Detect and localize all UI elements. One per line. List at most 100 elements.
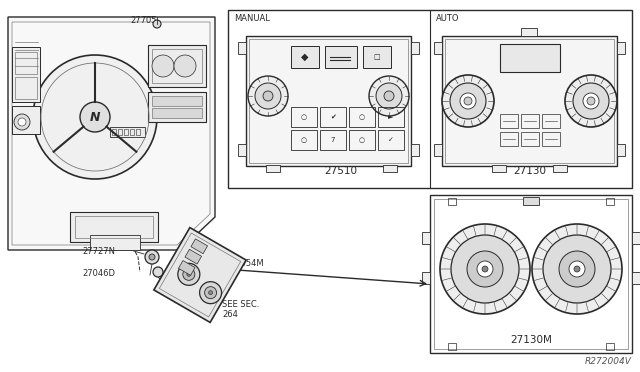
- Bar: [110, 127, 145, 137]
- Text: ►: ►: [388, 114, 394, 120]
- Circle shape: [587, 97, 595, 105]
- Bar: [383, 165, 397, 172]
- Text: AUTO: AUTO: [436, 14, 460, 23]
- Bar: [632, 232, 640, 244]
- Bar: [238, 144, 246, 156]
- Circle shape: [467, 251, 503, 287]
- Bar: [124, 129, 128, 135]
- Circle shape: [451, 235, 519, 303]
- Bar: [434, 199, 628, 349]
- Bar: [112, 129, 116, 135]
- Bar: [75, 216, 153, 238]
- Bar: [521, 132, 539, 146]
- Circle shape: [33, 55, 157, 179]
- Polygon shape: [191, 239, 207, 254]
- Polygon shape: [154, 228, 246, 323]
- Circle shape: [255, 83, 281, 109]
- Bar: [606, 343, 614, 350]
- Circle shape: [583, 93, 599, 109]
- Bar: [12, 47, 40, 102]
- Bar: [152, 49, 202, 83]
- Bar: [617, 42, 625, 54]
- Circle shape: [183, 268, 195, 280]
- Circle shape: [376, 83, 402, 109]
- Bar: [148, 45, 206, 87]
- Bar: [349, 107, 375, 127]
- Bar: [521, 28, 537, 36]
- Circle shape: [209, 291, 212, 295]
- Circle shape: [532, 224, 622, 314]
- Bar: [12, 106, 40, 134]
- Bar: [152, 108, 202, 118]
- Bar: [445, 39, 614, 163]
- Bar: [70, 212, 158, 242]
- Text: N: N: [90, 110, 100, 124]
- Bar: [291, 46, 319, 68]
- Circle shape: [14, 114, 30, 130]
- Bar: [118, 129, 122, 135]
- Text: 27130M: 27130M: [510, 335, 552, 345]
- Circle shape: [18, 118, 26, 126]
- Circle shape: [200, 282, 221, 304]
- Circle shape: [450, 83, 486, 119]
- Circle shape: [574, 266, 580, 272]
- Circle shape: [565, 75, 617, 127]
- Bar: [500, 132, 518, 146]
- Circle shape: [559, 251, 595, 287]
- Bar: [291, 107, 317, 127]
- Bar: [632, 272, 640, 284]
- Bar: [130, 129, 134, 135]
- Text: ✔: ✔: [330, 114, 336, 120]
- Circle shape: [187, 272, 191, 276]
- Text: 27727N: 27727N: [82, 247, 115, 257]
- Bar: [249, 39, 408, 163]
- Bar: [291, 130, 317, 150]
- Bar: [521, 114, 539, 128]
- Circle shape: [442, 75, 494, 127]
- Circle shape: [145, 250, 159, 264]
- Circle shape: [153, 20, 161, 28]
- Circle shape: [440, 224, 530, 314]
- Text: 27130: 27130: [513, 166, 547, 176]
- Circle shape: [152, 55, 174, 77]
- Text: ○: ○: [301, 137, 307, 143]
- Bar: [434, 144, 442, 156]
- Text: 27054M: 27054M: [230, 260, 264, 269]
- Bar: [238, 42, 246, 54]
- Text: ○: ○: [359, 114, 365, 120]
- Bar: [378, 130, 404, 150]
- Polygon shape: [185, 249, 202, 264]
- Bar: [15, 52, 37, 74]
- Bar: [349, 130, 375, 150]
- Bar: [228, 10, 632, 188]
- Bar: [320, 130, 346, 150]
- Bar: [246, 36, 411, 166]
- Circle shape: [174, 55, 196, 77]
- Bar: [152, 96, 202, 106]
- Bar: [325, 46, 357, 68]
- Circle shape: [248, 76, 288, 116]
- Text: 27046D: 27046D: [82, 269, 115, 279]
- Circle shape: [263, 91, 273, 101]
- Bar: [442, 36, 617, 166]
- Bar: [411, 42, 419, 54]
- Text: 27705: 27705: [130, 16, 157, 25]
- Circle shape: [384, 91, 394, 101]
- Bar: [500, 44, 560, 72]
- Bar: [448, 198, 456, 205]
- Circle shape: [460, 93, 476, 109]
- Bar: [422, 272, 430, 284]
- Bar: [266, 165, 280, 172]
- Polygon shape: [8, 17, 215, 250]
- Bar: [553, 165, 567, 172]
- Circle shape: [543, 235, 611, 303]
- Bar: [411, 144, 419, 156]
- Bar: [492, 165, 506, 172]
- Circle shape: [573, 83, 609, 119]
- Bar: [15, 77, 37, 99]
- Bar: [606, 198, 614, 205]
- Circle shape: [482, 266, 488, 272]
- Bar: [542, 114, 560, 128]
- Circle shape: [464, 97, 472, 105]
- Bar: [448, 343, 456, 350]
